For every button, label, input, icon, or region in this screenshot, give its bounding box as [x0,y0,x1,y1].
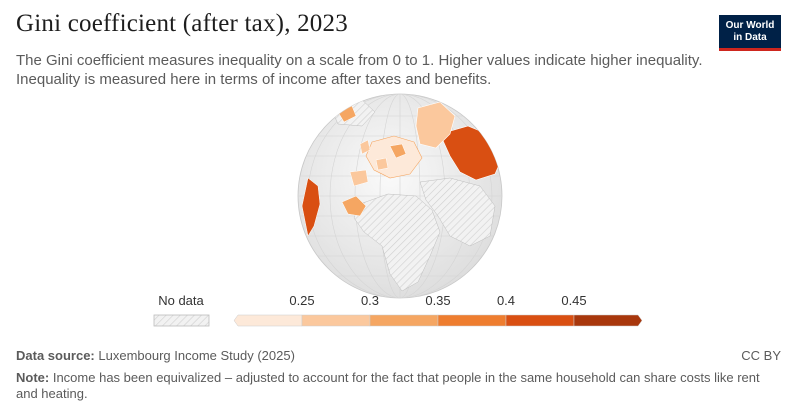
data-source: Data source: Luxembourg Income Study (20… [16,348,295,363]
region-northern-europe[interactable] [415,101,456,149]
note-label: Note: [16,370,50,385]
owid-logo[interactable]: Our World in Data [719,15,781,51]
legend-bin-2[interactable] [369,314,439,327]
legend-bin-4[interactable] [505,314,575,327]
globe[interactable] [290,86,510,306]
logo-line-1: Our World [725,19,775,31]
region-iberia[interactable] [349,169,369,187]
region-africa[interactable] [353,193,441,292]
legend-tick-label: 0.4 [497,293,515,308]
region-uk[interactable] [359,139,371,155]
region-middle-east[interactable] [419,177,496,247]
logo-line-2: in Data [733,31,767,43]
globe-svg[interactable] [290,86,510,306]
region-europe-west[interactable] [375,157,389,171]
legend-no-data-label: No data [158,293,204,308]
note-text: Income has been equivalized – adjusted t… [16,370,760,401]
legend-bin-0[interactable] [233,314,303,327]
data-source-link[interactable]: Luxembourg Income Study (2025) [98,348,295,363]
legend-bin-3[interactable] [437,314,507,327]
note: Note: Income has been equivalized – adju… [16,370,766,402]
chart-title: Gini coefficient (after tax), 2023 [16,10,348,37]
legend-tick-label: 0.25 [289,293,314,308]
region-mali[interactable] [341,195,367,217]
chart-subtitle: The Gini coefficient measures inequality… [16,52,703,88]
data-source-label: Data source: [16,348,95,363]
legend-tick-label: 0.3 [361,293,379,308]
legend-bin-1[interactable] [301,314,371,327]
license[interactable]: CC BY [741,348,781,363]
region-north-america[interactable] [325,90,341,103]
legend-tick-label: 0.45 [561,293,586,308]
legend-bin-5[interactable] [573,314,643,327]
legend-no-data-swatch[interactable] [153,314,210,327]
legend-tick-label: 0.35 [425,293,450,308]
region-europe-east[interactable] [389,143,407,159]
region-americas[interactable] [301,177,321,237]
legend-color-bar[interactable] [233,314,643,327]
